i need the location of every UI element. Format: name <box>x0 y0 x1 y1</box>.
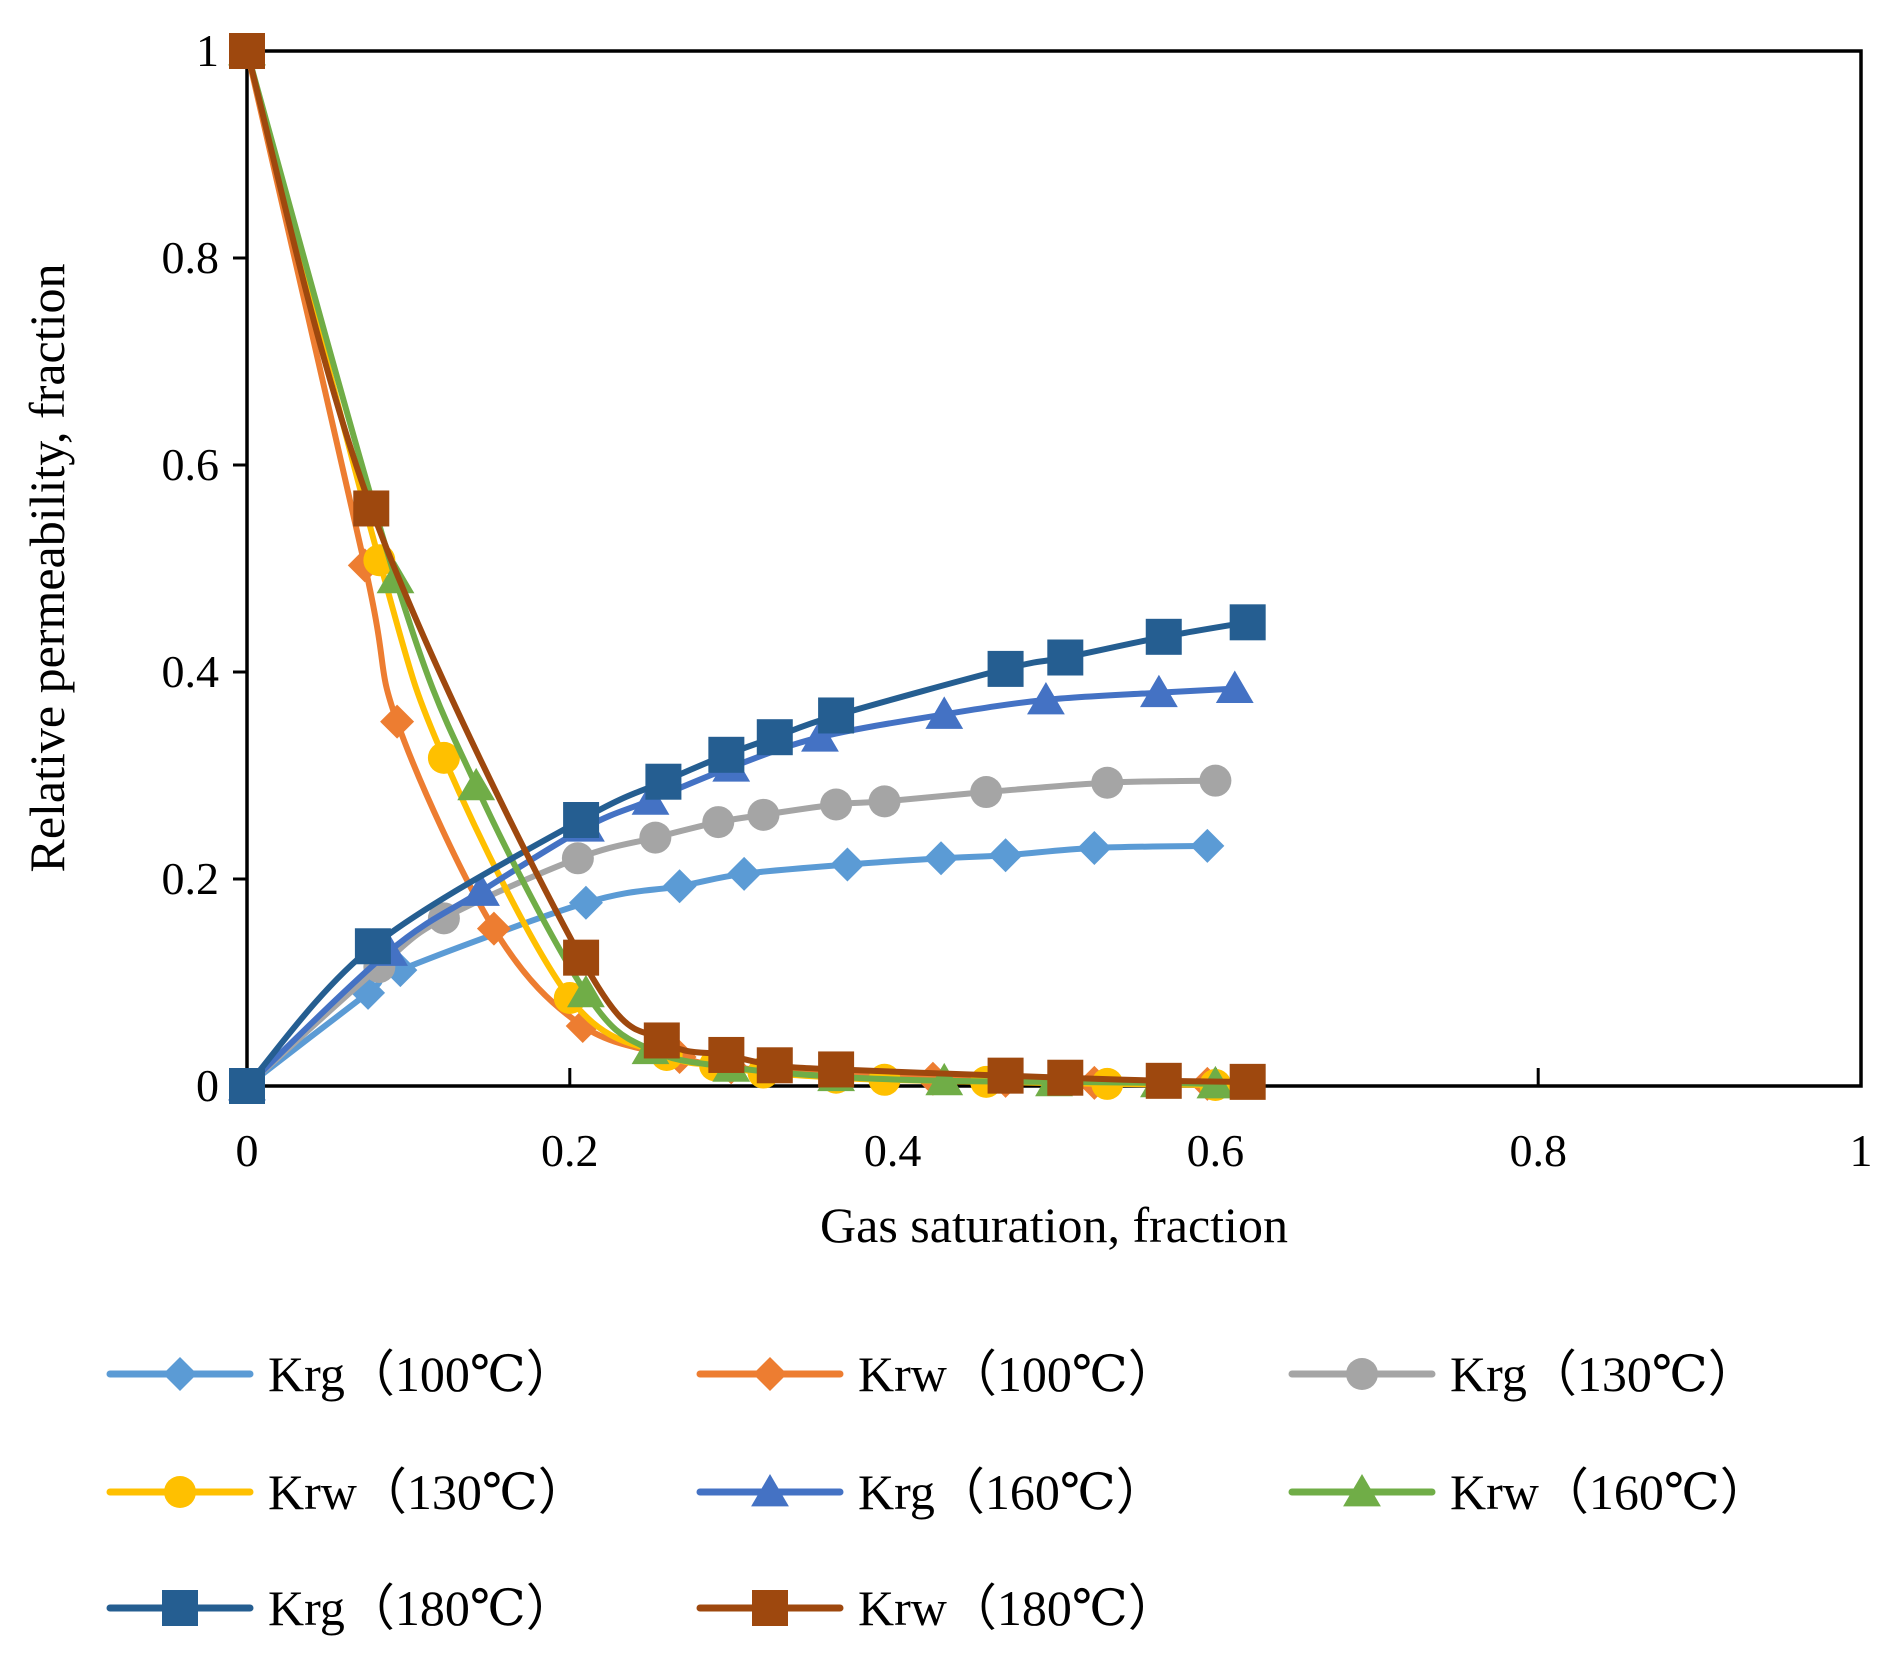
data-point-diamond <box>924 841 959 876</box>
legend-marker-circle <box>1346 1358 1378 1390</box>
legend-marker-square <box>162 1590 198 1626</box>
legend-label: Krw（160℃） <box>1450 1464 1770 1520</box>
legend-label: Krw（130℃） <box>268 1464 588 1520</box>
legend-item: Krg（130℃） <box>1288 1346 1758 1402</box>
data-point-diamond <box>476 911 511 946</box>
y-tick-label: 0.8 <box>162 232 220 283</box>
legend-item: Krw（130℃） <box>106 1464 588 1520</box>
x-tick-label: 0.4 <box>864 1125 922 1176</box>
x-tick-label: 0 <box>236 1125 259 1176</box>
data-point-square <box>1229 1063 1266 1100</box>
data-point-circle <box>427 741 460 774</box>
data-point-square <box>756 719 793 756</box>
data-point-square <box>818 1051 855 1088</box>
legend-marker-diamond <box>753 1357 787 1391</box>
legend-label: Krg（180℃） <box>268 1580 576 1636</box>
data-point-square <box>354 928 391 965</box>
legend-marker-diamond <box>163 1357 197 1391</box>
data-point-circle <box>868 785 901 818</box>
legend-label: Krw（180℃） <box>858 1580 1178 1636</box>
legend-item: Krg（160℃） <box>696 1464 1166 1520</box>
data-point-triangle <box>925 696 964 729</box>
legend-item: Krg（180℃） <box>106 1580 576 1636</box>
series-6 <box>229 604 1266 1104</box>
data-point-square <box>229 33 265 69</box>
y-axis-title: Relative permeability, fraction <box>19 263 75 872</box>
legend-label: Krg（100℃） <box>268 1346 576 1402</box>
data-point-circle <box>970 776 1003 809</box>
y-tick-label: 1 <box>196 25 219 76</box>
y-axis-ticks: 0 0.2 0.4 0.6 0.8 1 <box>162 25 247 1111</box>
y-tick-label: 0.4 <box>162 646 220 697</box>
series-layer <box>228 33 1266 1104</box>
legend: Krg（100℃） Krw（100℃） Krg（130℃） Krw（130℃） Krg（… <box>106 1346 1770 1636</box>
data-point-square <box>643 1022 680 1059</box>
x-tick-label: 0.2 <box>541 1125 599 1176</box>
legend-item: Krw（180℃） <box>696 1580 1178 1636</box>
data-point-square <box>756 1047 793 1084</box>
data-point-diamond <box>988 838 1023 873</box>
data-point-square <box>1047 639 1084 676</box>
x-tick-label: 0.8 <box>1509 1125 1567 1176</box>
data-point-square <box>353 490 390 527</box>
data-point-triangle <box>462 873 500 906</box>
data-point-square <box>818 697 855 734</box>
data-point-triangle <box>1215 670 1254 703</box>
data-point-triangle <box>1140 674 1178 708</box>
data-point-square <box>563 802 600 839</box>
x-tick-label: 1 <box>1850 1125 1873 1176</box>
data-point-square <box>708 736 745 773</box>
y-tick-label: 0 <box>196 1060 219 1111</box>
data-point-square <box>987 650 1024 687</box>
legend-label: Krw（100℃） <box>858 1346 1178 1402</box>
data-point-square <box>645 763 682 800</box>
data-point-triangle <box>801 719 839 752</box>
data-point-diamond <box>1077 830 1112 865</box>
data-point-diamond <box>380 704 415 739</box>
legend-marker-circle <box>164 1476 196 1508</box>
data-point-square <box>987 1057 1024 1094</box>
data-point-circle <box>820 788 853 821</box>
x-axis-title: Gas saturation, fraction <box>820 1197 1288 1253</box>
data-point-square <box>1145 1062 1182 1099</box>
data-point-triangle <box>457 767 496 801</box>
data-point-circle <box>702 806 735 839</box>
y-tick-label: 0.6 <box>162 439 220 490</box>
data-point-diamond <box>830 847 865 882</box>
data-point-square <box>1145 618 1182 655</box>
y-tick-label: 0.2 <box>162 853 220 904</box>
legend-item: Krw（160℃） <box>1288 1464 1770 1520</box>
data-point-diamond <box>662 869 697 904</box>
data-point-triangle <box>1027 681 1065 715</box>
legend-marker-square <box>752 1590 788 1626</box>
data-point-circle <box>639 821 672 854</box>
legend-item: Krg（100℃） <box>106 1346 576 1402</box>
data-point-square <box>563 939 600 976</box>
data-point-circle <box>1199 764 1232 797</box>
data-point-square <box>1229 604 1266 641</box>
data-point-circle <box>747 798 780 831</box>
data-point-square <box>708 1036 745 1073</box>
data-point-square <box>1047 1059 1084 1096</box>
legend-marker-triangle <box>1343 1474 1381 1507</box>
legend-item: Krw（100℃） <box>696 1346 1178 1402</box>
data-point-diamond <box>568 885 603 920</box>
data-point-triangle <box>567 974 605 1008</box>
data-point-triangle <box>925 1062 964 1096</box>
data-point-diamond <box>1190 828 1225 863</box>
x-tick-label: 0.6 <box>1187 1125 1245 1176</box>
legend-label: Krg（160℃） <box>858 1464 1166 1520</box>
data-point-circle <box>1091 766 1124 799</box>
series-7 <box>229 33 1266 1100</box>
data-point-circle <box>561 842 594 875</box>
legend-marker-triangle <box>751 1474 789 1507</box>
data-point-square <box>229 1068 265 1104</box>
legend-label: Krg（130℃） <box>1450 1346 1758 1402</box>
data-point-diamond <box>727 856 762 891</box>
